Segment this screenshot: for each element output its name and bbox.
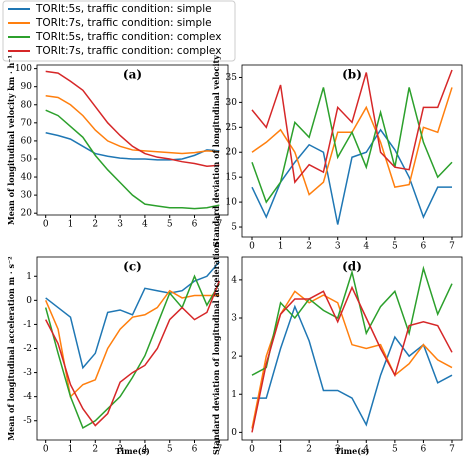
x-tick-label: 2 — [92, 445, 98, 455]
y-tick-label: 1 — [231, 390, 237, 400]
panel-label: (d) — [342, 260, 362, 274]
x-tick-label: 7 — [449, 242, 455, 252]
y-tick-label: 20 — [226, 148, 238, 158]
panel-label: (b) — [342, 68, 362, 82]
legend-label: TORlt:5s, traffic condition: simple — [35, 3, 212, 15]
x-tick-label: 5 — [392, 445, 398, 455]
y-tick-label: -1 — [23, 320, 32, 330]
x-tick-label: 6 — [421, 242, 427, 252]
y-tick-label: 60 — [21, 136, 33, 146]
x-tick-label: 3 — [335, 445, 341, 455]
series-line — [251, 290, 453, 429]
y-tick-label: 50 — [21, 154, 33, 164]
y-tick-label: 70 — [21, 118, 33, 128]
y-tick-label: 0 — [231, 428, 237, 438]
y-tick-label: 15 — [226, 173, 238, 183]
x-tick-label: 2 — [306, 242, 312, 252]
y-axis-label: Standard deviation of longitudinal veloc… — [211, 55, 221, 247]
plot-frame — [36, 64, 229, 216]
legend-box — [2, 0, 236, 62]
x-tick-label: 4 — [142, 445, 148, 455]
x-tick-label: 1 — [278, 445, 284, 455]
x-tick-label: 7 — [449, 445, 455, 455]
legend-label: TORlt:5s, traffic condition: complex — [35, 31, 221, 43]
series-line — [251, 265, 453, 376]
y-axis-label: Standard deviation of longitudinal accel… — [211, 242, 221, 455]
y-tick-label: 2 — [231, 352, 237, 362]
x-tick-label: 6 — [192, 445, 198, 455]
series-line — [251, 285, 453, 433]
y-tick-label: 35 — [226, 73, 238, 83]
plot-frame — [241, 256, 463, 441]
x-tick-label: 3 — [117, 220, 123, 230]
y-tick-label: -3 — [23, 368, 32, 378]
x-tick-label: 5 — [392, 242, 398, 252]
y-axis-label: Mean of longitudinal acceleration m · s⁻… — [6, 256, 16, 441]
plot-frame — [36, 256, 229, 441]
series-line — [45, 94, 220, 155]
y-tick-label: 0 — [26, 296, 32, 306]
x-tick-label: 0 — [249, 445, 255, 455]
x-tick-label: 0 — [43, 220, 49, 230]
y-tick-label: 25 — [226, 123, 238, 133]
series-line — [45, 109, 220, 210]
panel-label: (c) — [123, 260, 142, 274]
y-tick-label: 5 — [231, 223, 237, 233]
x-tick-label: 0 — [43, 445, 49, 455]
y-tick-label: 1 — [26, 272, 32, 282]
x-tick-label: 1 — [68, 445, 74, 455]
y-tick-label: 10 — [226, 198, 238, 208]
x-tick-label: 4 — [363, 445, 369, 455]
y-tick-label: -2 — [23, 344, 32, 354]
series-line — [45, 280, 221, 427]
series-line — [251, 128, 452, 225]
plot-frame — [241, 64, 463, 238]
x-tick-label: 4 — [142, 220, 148, 230]
series-line — [44, 289, 220, 399]
x-tick-label: 5 — [167, 445, 173, 455]
y-tick-label: 40 — [21, 173, 33, 183]
y-tick-label: 30 — [226, 98, 238, 108]
y-tick-label: 20 — [21, 209, 33, 219]
x-tick-label: 6 — [421, 445, 427, 455]
x-axis-label: Time(s) — [115, 446, 150, 456]
y-tick-label: 80 — [21, 100, 33, 110]
series-line — [45, 70, 220, 167]
x-tick-label: 3 — [335, 242, 341, 252]
y-tick-label: -4 — [23, 392, 32, 402]
series-line — [252, 304, 453, 427]
series-line — [251, 69, 453, 184]
x-tick-label: 4 — [363, 242, 369, 252]
y-tick-label: 100 — [15, 64, 32, 74]
y-tick-label: 90 — [21, 82, 33, 92]
x-tick-label: 1 — [278, 242, 284, 252]
legend-label: TORlt:7s, traffic condition: complex — [35, 45, 221, 57]
y-tick-label: 4 — [231, 275, 237, 285]
x-tick-label: 5 — [167, 220, 173, 230]
series-line — [45, 261, 220, 370]
x-tick-label: 2 — [306, 445, 312, 455]
x-tick-label: 7 — [216, 220, 222, 230]
y-axis-label: Mean of longitudinal velocity km · h⁻¹ — [6, 55, 16, 225]
series-line — [251, 87, 453, 204]
series-line — [45, 132, 220, 161]
y-tick-label: -5 — [23, 416, 32, 426]
x-tick-label: 3 — [117, 445, 123, 455]
x-tick-label: 2 — [92, 220, 98, 230]
y-tick-label: 30 — [21, 191, 33, 201]
x-tick-label: 1 — [68, 220, 74, 230]
panel-label: (a) — [123, 68, 142, 82]
y-tick-label: 3 — [231, 314, 237, 324]
legend-label: TORlt:7s, traffic condition: simple — [35, 17, 212, 29]
x-tick-label: 7 — [216, 445, 222, 455]
x-tick-label: 0 — [249, 242, 255, 252]
series-line — [44, 274, 220, 430]
x-tick-label: 6 — [192, 220, 198, 230]
x-axis-label: Time(s) — [335, 446, 370, 456]
